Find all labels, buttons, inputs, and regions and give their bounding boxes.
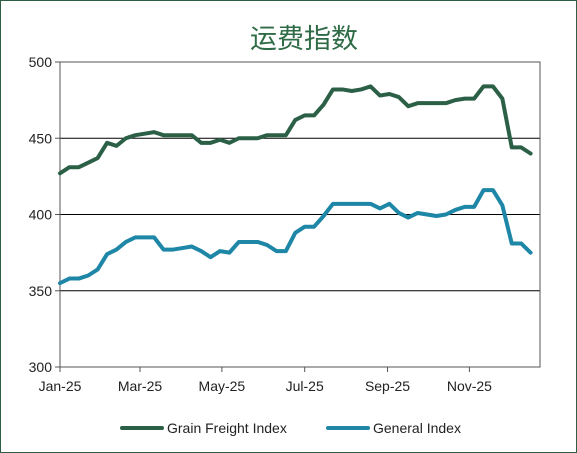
series-line-grain-freight (58, 84, 533, 176)
y-tick-label: 450 (29, 130, 53, 146)
series-line-general (58, 188, 533, 286)
x-tick-label: Sep-25 (365, 378, 410, 394)
legend-label: General Index (373, 420, 461, 436)
y-tick-label: 500 (29, 54, 53, 70)
chart-title: 运费指数 (250, 24, 358, 55)
gridlines (60, 137, 540, 292)
legend-label: Grain Freight Index (167, 420, 287, 436)
x-tick-label: Jan-25 (39, 378, 82, 394)
x-axis-ticks: Jan-25 Mar-25 May-25 Jul-25 Sep-25 Nov-25 (39, 367, 492, 394)
x-tick-label: Nov-25 (447, 378, 492, 394)
x-tick-label: Jul-25 (286, 378, 324, 394)
x-tick-label: Mar-25 (118, 378, 163, 394)
y-tick-label: 300 (29, 359, 53, 375)
y-tick-label: 350 (29, 283, 53, 299)
legend: Grain Freight Index General Index (120, 420, 461, 436)
x-tick-label: May-25 (199, 378, 246, 394)
y-axis-ticks: 300 350 400 450 500 (29, 54, 60, 375)
y-tick-label: 400 (29, 207, 53, 223)
series-lines (58, 84, 533, 286)
